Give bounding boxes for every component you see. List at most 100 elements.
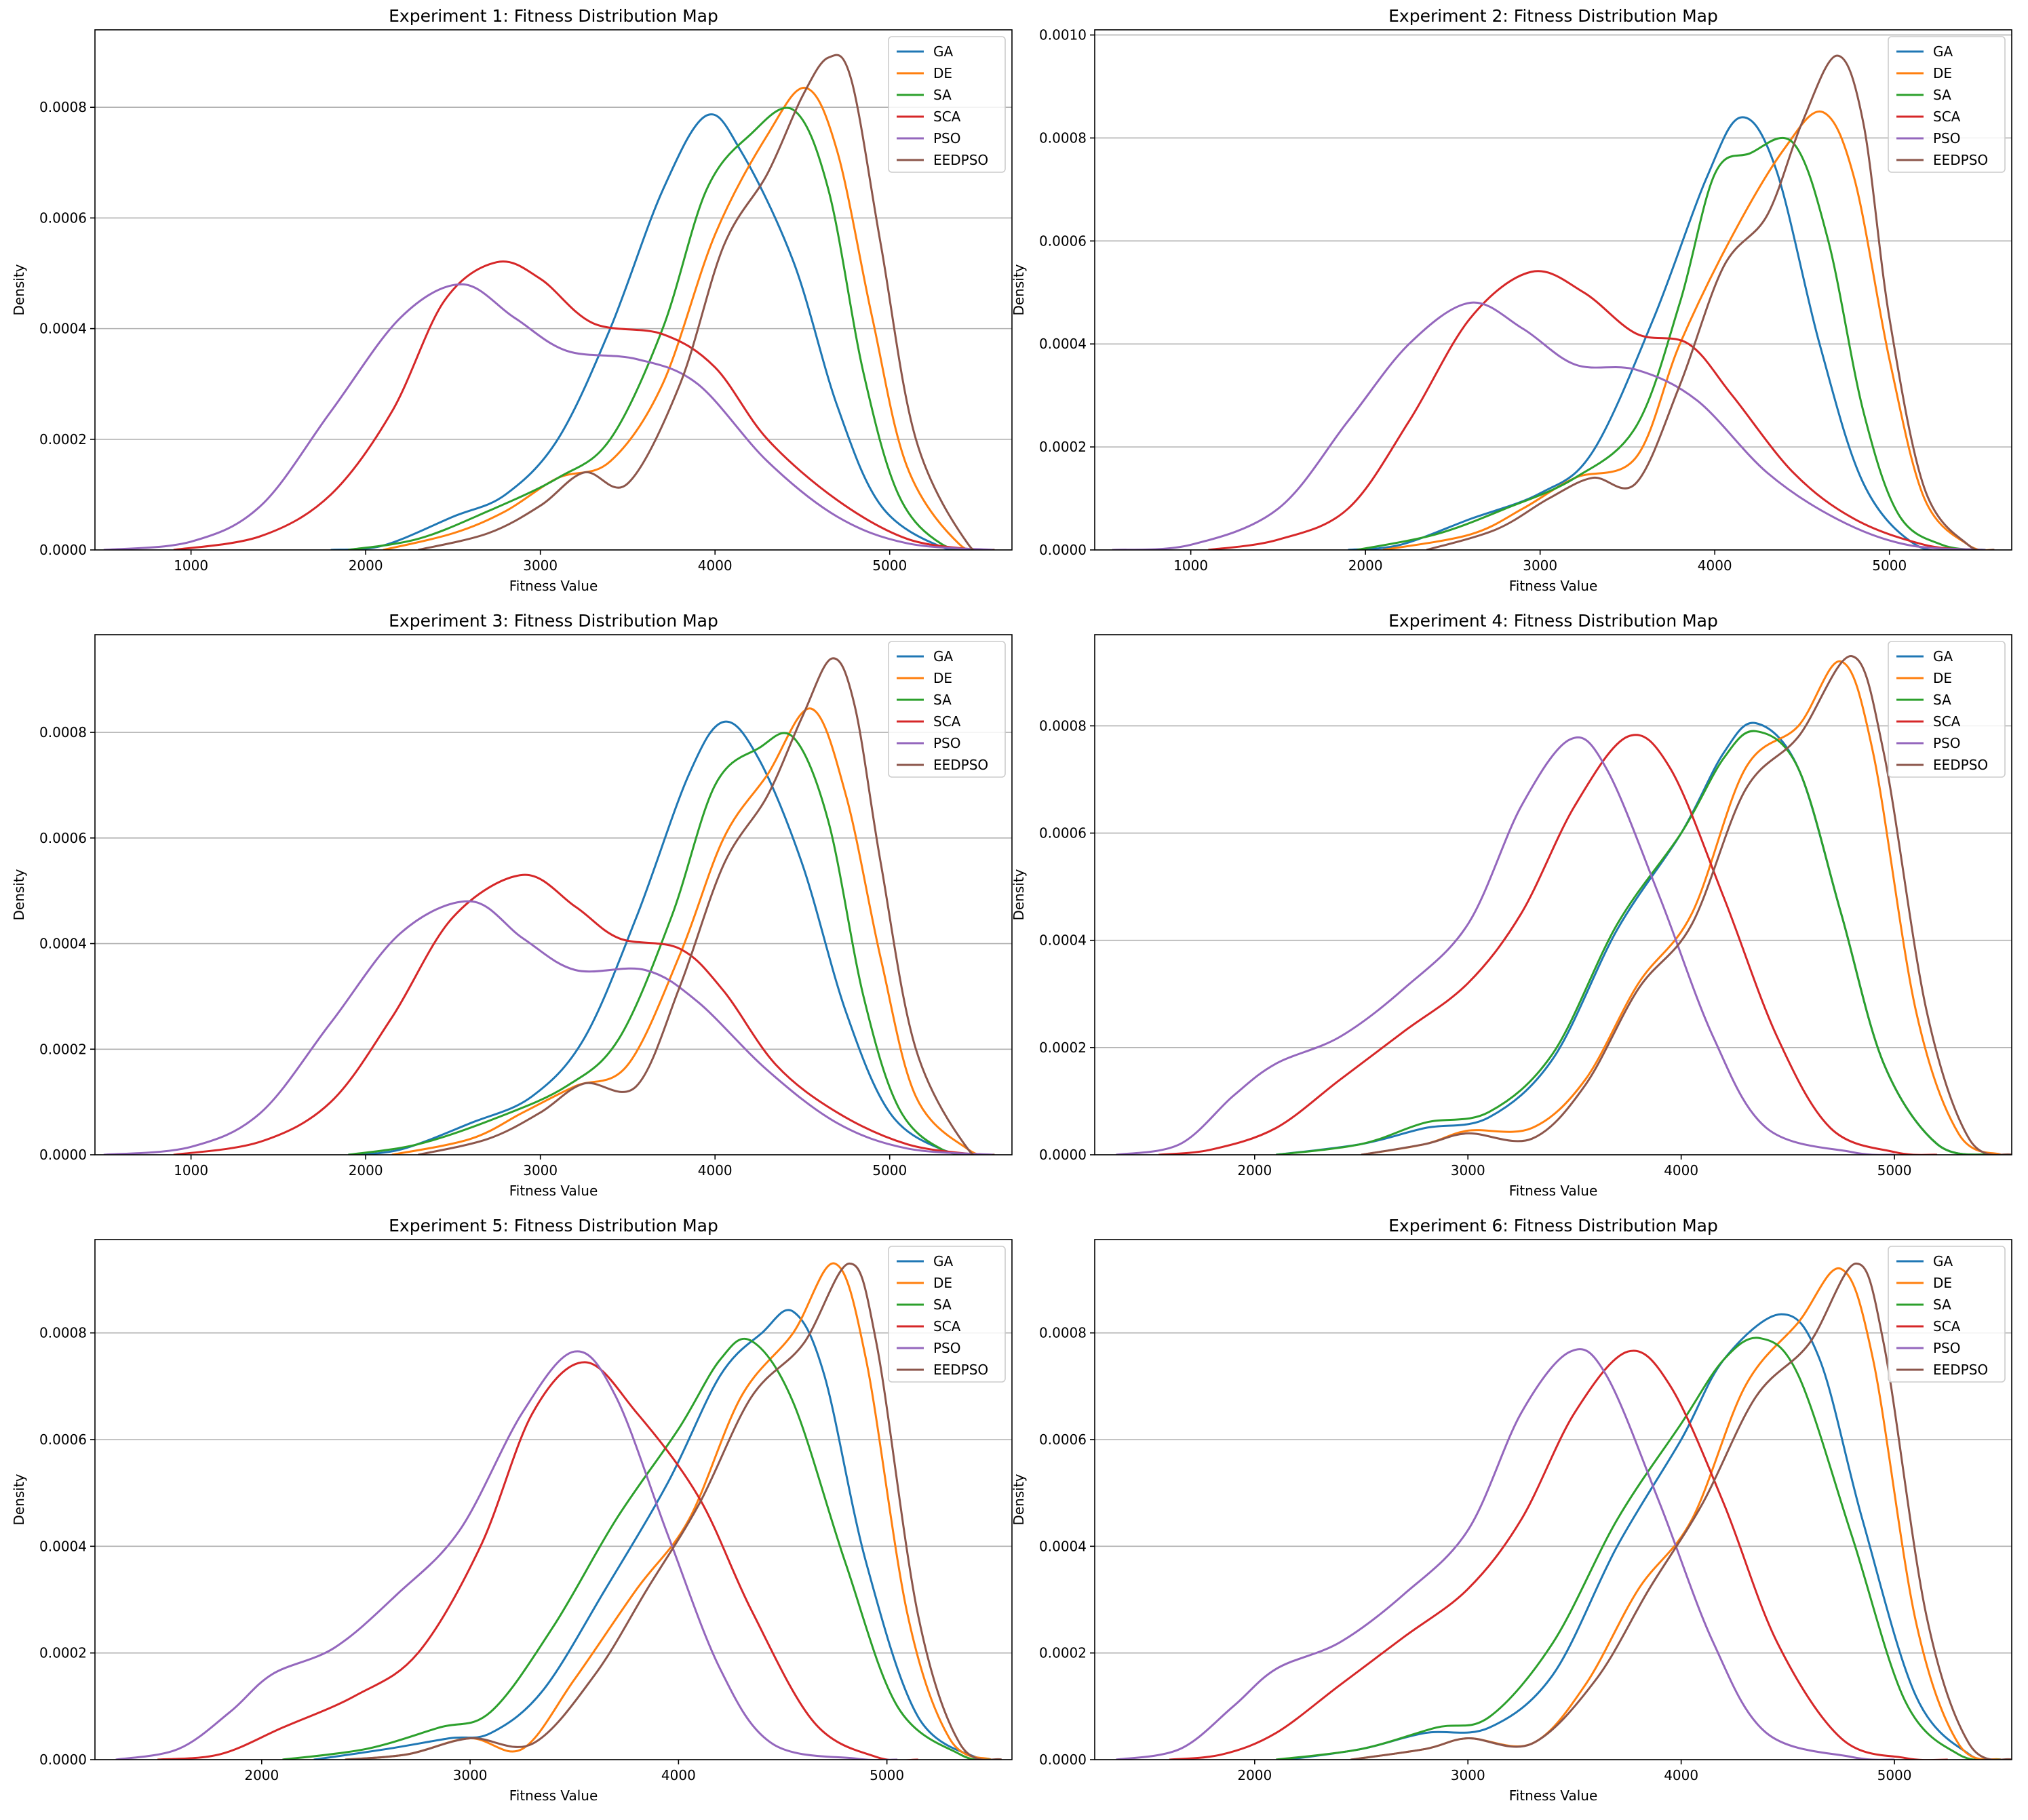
- y-tick-label: 0.0002: [39, 1645, 87, 1661]
- series-line-pso: [103, 900, 995, 1155]
- x-tick-label: 5000: [870, 1767, 904, 1783]
- legend-label-sca: SCA: [933, 1318, 961, 1334]
- y-axis-label: Density: [1011, 869, 1027, 920]
- x-tick-label: 5000: [1872, 557, 1907, 574]
- series-line-de: [345, 1262, 992, 1760]
- axes-frame: [94, 634, 1013, 1155]
- series-line-ga: [313, 1309, 981, 1760]
- y-tick-label: 0.0004: [1039, 336, 1087, 352]
- legend-label-sa: SA: [1933, 1297, 1951, 1313]
- legend-label-de: DE: [933, 1275, 952, 1291]
- y-tick-label: 0.0002: [39, 1041, 87, 1057]
- y-axis-label: Density: [1011, 264, 1027, 315]
- series-line-sca: [1158, 734, 1938, 1155]
- y-tick-label: 0.0006: [1039, 233, 1087, 249]
- x-tick-label: 2000: [244, 1767, 279, 1783]
- series-line-pso: [103, 283, 995, 550]
- x-axis-label: Fitness Value: [509, 578, 598, 594]
- chart-panel-1: 1000 2000 3000 4000 5000 0.0000 0.0002 0.0004 0.…: [11, 6, 1013, 594]
- x-tick-label: 4000: [1664, 1767, 1698, 1783]
- series-line-ga: [348, 720, 986, 1155]
- legend-label-de: DE: [1933, 65, 1952, 81]
- legend-label-de: DE: [1933, 1275, 1952, 1291]
- x-tick-label: 5000: [872, 1162, 907, 1179]
- chart-panel-3: 1000 2000 3000 4000 5000 0.0000 0.0002 0.0004 0.…: [11, 611, 1013, 1199]
- chart-panel-6: 2000 3000 4000 5000 0.0000 0.0002 0.0004 0.0006…: [1011, 1216, 2012, 1804]
- legend-label-pso: PSO: [933, 735, 961, 751]
- y-tick-label: 0.0004: [1039, 932, 1087, 949]
- y-tick-label: 0.0002: [1039, 1040, 1087, 1056]
- legend-label-pso: PSO: [933, 1340, 961, 1356]
- chart-title: Experiment 3: Fitness Distribution Map: [389, 611, 718, 631]
- x-axis-label: Fitness Value: [1509, 578, 1598, 594]
- legend-label-sca: SCA: [1933, 108, 1961, 125]
- series-line-de: [383, 87, 995, 550]
- y-tick-label: 0.0008: [1039, 1325, 1087, 1341]
- legend-label-sa: SA: [933, 87, 952, 103]
- legend: GA DE SA SCA PSO EEDPSO: [888, 641, 1006, 778]
- y-axis-label: Density: [11, 264, 27, 315]
- legend-label-ga: GA: [933, 43, 953, 60]
- legend-label-pso: PSO: [933, 130, 961, 146]
- legend-label-ga: GA: [933, 1253, 953, 1269]
- x-axis-label: Fitness Value: [509, 1183, 598, 1199]
- y-tick-label: 0.0000: [39, 1752, 87, 1768]
- x-tick-label: 5000: [872, 557, 907, 574]
- y-tick-label: 0.0004: [39, 1538, 87, 1554]
- y-tick-label: 0.0010: [1039, 27, 1087, 43]
- x-tick-label: 1000: [1173, 557, 1208, 574]
- legend-label-ga: GA: [1933, 648, 1953, 665]
- y-axis-label: Density: [11, 869, 27, 920]
- y-tick-label: 0.0000: [39, 1147, 87, 1163]
- legend: GA DE SA SCA PSO EEDPSO: [888, 1246, 1006, 1383]
- x-tick-label: 3000: [1451, 1767, 1485, 1783]
- chart-title: Experiment 6: Fitness Distribution Map: [1388, 1216, 1718, 1235]
- y-tick-label: 0.0008: [39, 99, 87, 115]
- series-line-ga: [1286, 1313, 2002, 1760]
- x-tick-label: 2000: [349, 1162, 383, 1179]
- legend-label-eedpso: EEDPSO: [1933, 757, 1988, 773]
- legend-label-ga: GA: [1933, 43, 1953, 60]
- x-tick-label: 4000: [661, 1767, 696, 1783]
- y-tick-label: 0.0008: [39, 724, 87, 740]
- chart-title: Experiment 2: Fitness Distribution Map: [1388, 6, 1718, 26]
- legend-label-pso: PSO: [1933, 735, 1961, 751]
- chart-panel-5: 2000 3000 4000 5000 0.0000 0.0002 0.0004 0.0006…: [11, 1216, 1013, 1804]
- chart-panel-2: 1000 2000 3000 4000 5000 0.0000 0.0002 0.0004 0.…: [1011, 6, 2012, 594]
- legend-label-de: DE: [933, 65, 952, 81]
- x-tick-label: 3000: [1451, 1162, 1485, 1179]
- series-line-eedpso: [1350, 1262, 2012, 1760]
- axes-frame: [1094, 1239, 2012, 1760]
- legend-label-sa: SA: [1933, 87, 1951, 103]
- legend-label-de: DE: [933, 670, 952, 686]
- legend-label-sca: SCA: [933, 713, 961, 730]
- legend-label-sa: SA: [933, 692, 952, 708]
- x-tick-label: 3000: [523, 1162, 558, 1179]
- series-line-sa: [348, 732, 986, 1155]
- x-tick-label: 1000: [174, 1162, 208, 1179]
- chart-title: Experiment 4: Fitness Distribution Map: [1388, 611, 1718, 631]
- series-line-de: [1382, 110, 1995, 550]
- legend-label-eedpso: EEDPSO: [933, 1362, 988, 1378]
- legend-label-sca: SCA: [1933, 713, 1961, 730]
- y-tick-label: 0.0006: [39, 1431, 87, 1448]
- series-line-eedpso: [345, 1262, 1002, 1760]
- y-axis-label: Density: [1011, 1473, 1027, 1525]
- legend-label-sca: SCA: [933, 108, 961, 125]
- y-tick-label: 0.0006: [1039, 825, 1087, 842]
- legend-label-ga: GA: [1933, 1253, 1953, 1269]
- series-line-sca: [173, 873, 977, 1155]
- series-line-ga: [330, 113, 986, 550]
- x-tick-label: 4000: [698, 557, 733, 574]
- legend-label-eedpso: EEDPSO: [933, 152, 988, 168]
- series-line-sa: [1357, 136, 1986, 550]
- y-tick-label: 0.0000: [1039, 1147, 1087, 1163]
- y-tick-label: 0.0004: [1039, 1538, 1087, 1554]
- legend-label-sca: SCA: [1933, 1318, 1961, 1334]
- y-tick-label: 0.0006: [39, 210, 87, 226]
- series-line-pso: [1112, 301, 1986, 550]
- y-tick-label: 0.0006: [39, 830, 87, 846]
- chart-title: Experiment 5: Fitness Distribution Map: [389, 1216, 718, 1235]
- x-tick-label: 3000: [453, 1767, 488, 1783]
- x-tick-label: 2000: [1237, 1162, 1272, 1179]
